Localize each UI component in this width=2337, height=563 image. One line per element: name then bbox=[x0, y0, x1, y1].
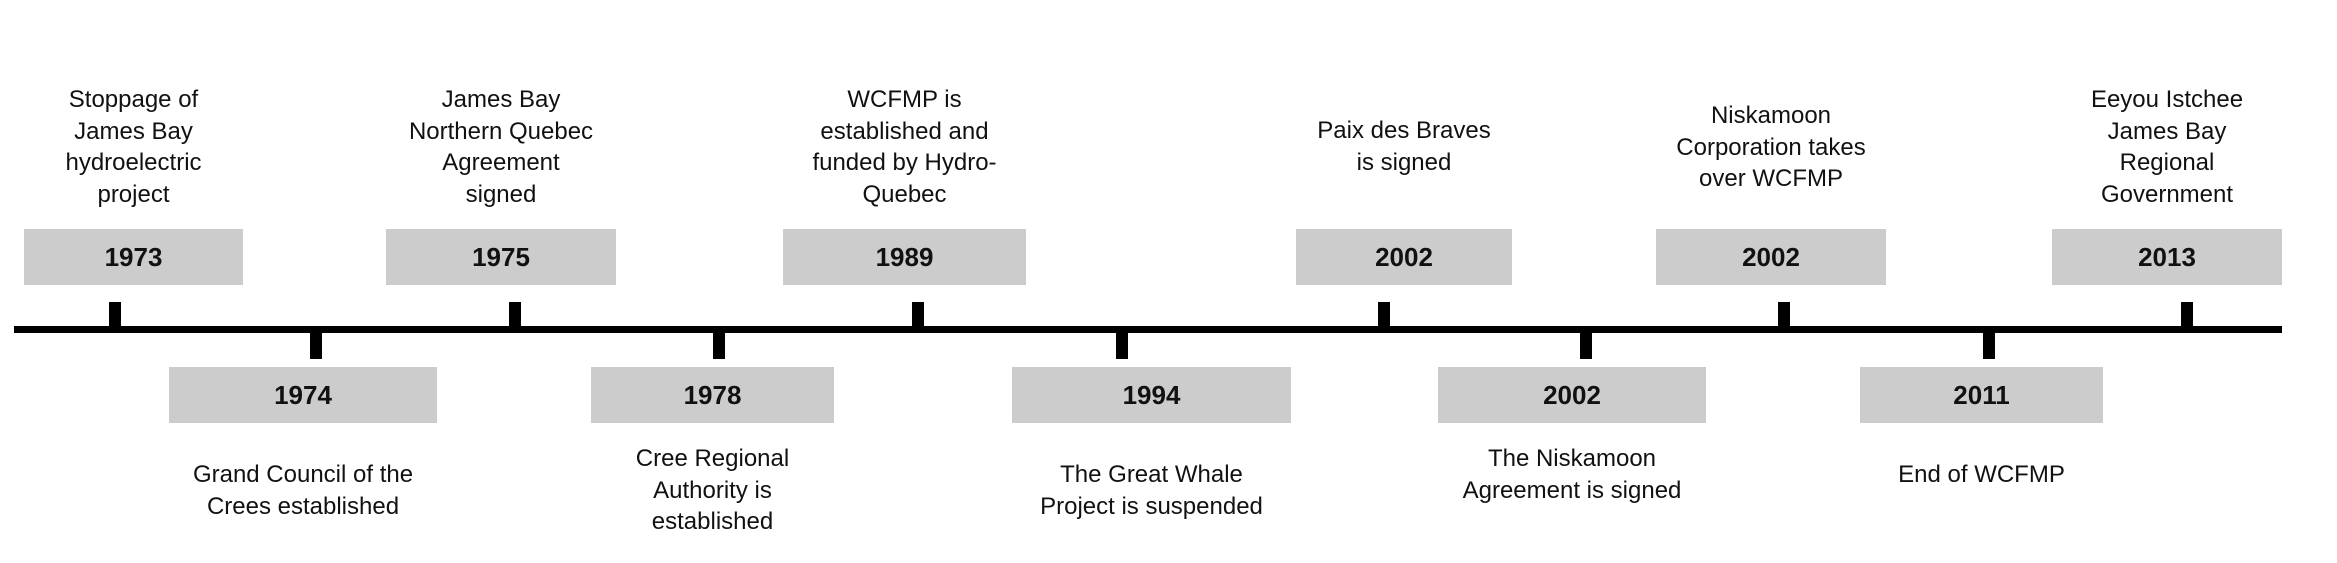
event-tick bbox=[1116, 331, 1128, 359]
event-description: The Great Whale Project is suspended bbox=[1040, 461, 1263, 520]
event-description: Niskamoon Corporation takes over WCFMP bbox=[1676, 102, 1866, 192]
event-year-box: 2002 bbox=[1656, 229, 1886, 285]
event-description: Paix des Braves is signed bbox=[1317, 117, 1491, 176]
event-description: James Bay Northern Quebec Agreement sign… bbox=[408, 86, 594, 208]
event-tick bbox=[109, 302, 121, 330]
event-tick bbox=[1378, 302, 1390, 330]
event-year-box: 1978 bbox=[591, 367, 834, 423]
event-year-box: 1973 bbox=[24, 229, 243, 285]
event-description: WCFMP is established and funded by Hydro… bbox=[812, 86, 997, 208]
event-year-box: 1994 bbox=[1012, 367, 1291, 423]
event-year-box: 2013 bbox=[2052, 229, 2282, 285]
event-year-box: 2002 bbox=[1438, 367, 1706, 423]
event-year-box: 1989 bbox=[783, 229, 1026, 285]
timeline-axis bbox=[14, 326, 2282, 333]
event-tick bbox=[1778, 302, 1790, 330]
event-tick bbox=[1983, 331, 1995, 359]
event-description: Cree Regional Authority is established bbox=[635, 445, 790, 535]
event-year-box: 2011 bbox=[1860, 367, 2103, 423]
event-description: End of WCFMP bbox=[1898, 461, 2065, 488]
event-description: Eeyou Istchee James Bay Regional Governm… bbox=[2090, 86, 2244, 208]
event-year-box: 1974 bbox=[169, 367, 437, 423]
event-year-box: 2002 bbox=[1296, 229, 1512, 285]
event-description: Grand Council of the Crees established bbox=[192, 461, 414, 520]
event-tick bbox=[713, 331, 725, 359]
event-tick bbox=[1580, 331, 1592, 359]
event-tick bbox=[912, 302, 924, 330]
event-tick bbox=[509, 302, 521, 330]
event-year-box: 1975 bbox=[386, 229, 616, 285]
event-description: Stoppage of James Bay hydroelectric proj… bbox=[65, 86, 202, 208]
event-tick bbox=[310, 331, 322, 359]
event-tick bbox=[2181, 302, 2193, 330]
event-description: The Niskamoon Agreement is signed bbox=[1462, 445, 1682, 504]
